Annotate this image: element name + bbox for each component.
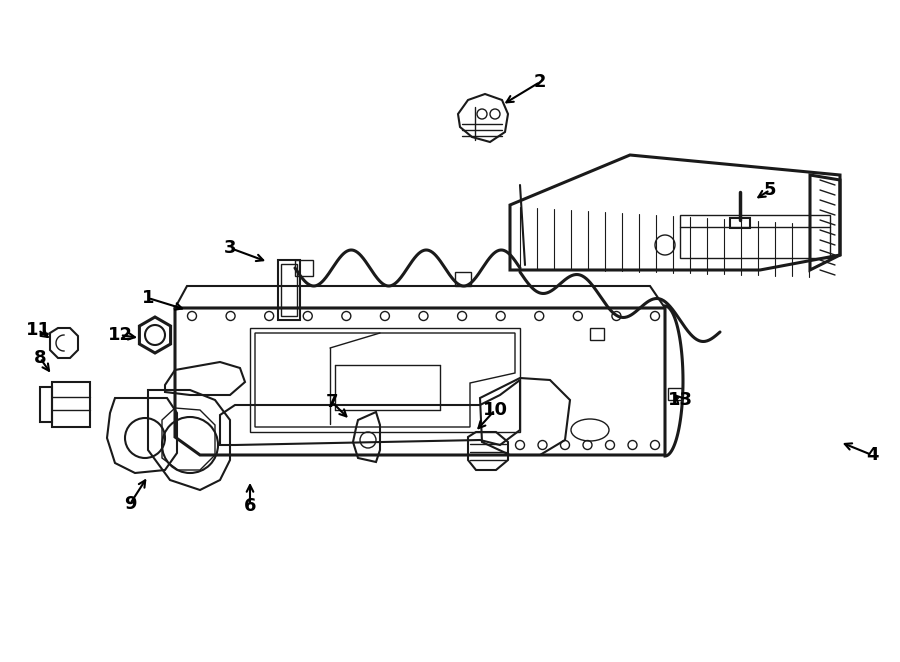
Text: 8: 8: [33, 349, 46, 367]
Text: 11: 11: [25, 321, 50, 339]
Bar: [730, 218, 750, 228]
Text: 7: 7: [326, 393, 338, 411]
Text: 5: 5: [764, 181, 776, 199]
Text: 12: 12: [107, 326, 132, 344]
Text: 3: 3: [224, 239, 236, 257]
Text: 4: 4: [866, 446, 878, 464]
Text: 2: 2: [534, 73, 546, 91]
Bar: [668, 388, 682, 400]
Text: 6: 6: [244, 497, 256, 515]
Text: 13: 13: [668, 391, 692, 409]
Text: 1: 1: [142, 289, 154, 307]
Bar: [295, 260, 313, 276]
Text: 9: 9: [124, 495, 136, 513]
Bar: [590, 328, 604, 340]
Text: 10: 10: [482, 401, 508, 419]
Bar: [455, 272, 471, 286]
